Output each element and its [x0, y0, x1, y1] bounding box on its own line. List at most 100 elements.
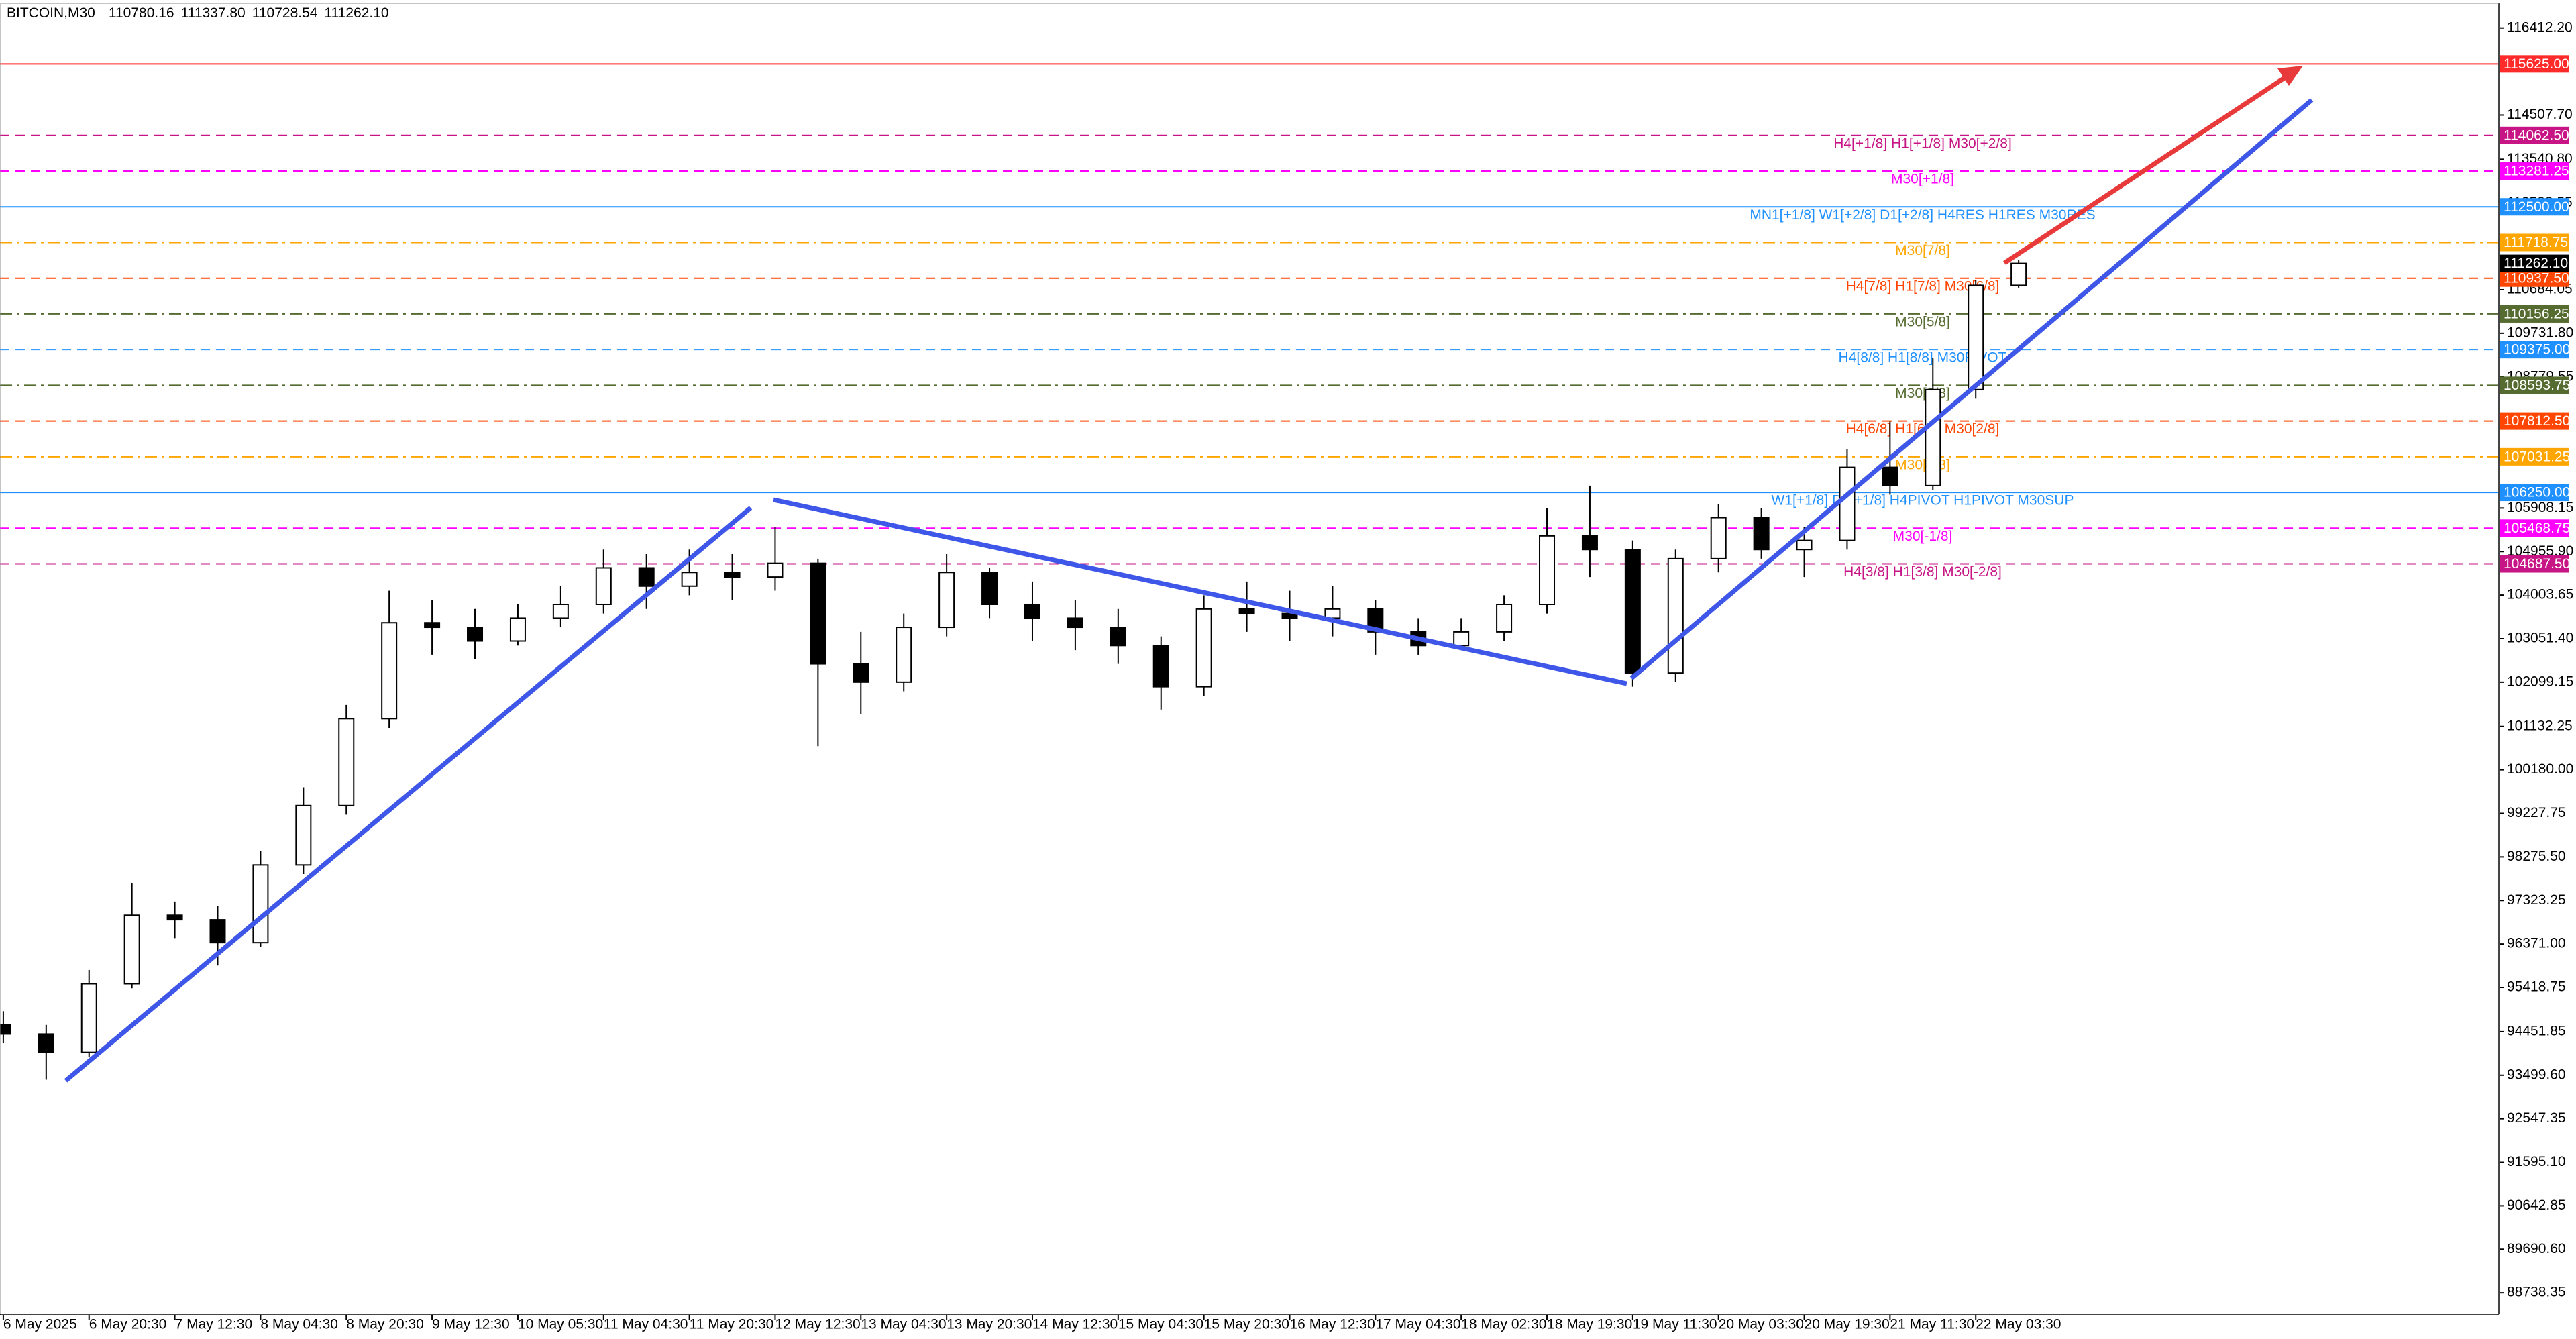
y-tick-label: 109731.80: [2507, 325, 2573, 340]
candle-body: [252, 864, 269, 944]
candle-body: [1667, 557, 1684, 674]
x-tick-label: 12 May 12:30: [775, 1317, 860, 1332]
level-label-bg: [2500, 376, 2569, 394]
y-tick-label: 103051.40: [2507, 631, 2573, 646]
y-tick-label: 116412.20: [2507, 19, 2573, 35]
level-label-bg: [2500, 126, 2569, 144]
level-label-bg: [2500, 447, 2569, 466]
candle-body: [1453, 631, 1470, 647]
header-value: 111262.10: [324, 5, 388, 21]
candle-body: [1882, 466, 1898, 486]
arrow-head: [2277, 66, 2303, 86]
candle-body: [1496, 603, 1513, 633]
x-tick-label: 16 May 12:30: [1290, 1317, 1375, 1332]
level-label: 108593.75: [2504, 378, 2570, 393]
level-note: M30[1/8]: [1895, 457, 1950, 472]
symbol: BITCOIN,M30: [7, 5, 95, 21]
trend-lines: [64, 66, 2314, 1083]
level-label: 106250.00: [2504, 485, 2570, 500]
level-label: 104687.50: [2504, 556, 2570, 572]
current-price-bg: [2500, 254, 2569, 272]
plot-border: [0, 3, 2500, 1315]
level-note: H4[+1/8] H1[+1/8] M30[+2/8]: [1833, 136, 2012, 151]
candle-body: [896, 627, 912, 683]
candle-body: [338, 718, 355, 806]
level-label-bg: [2500, 341, 2569, 359]
candle-body: [1024, 603, 1040, 619]
x-tick-label: 8 May 04:30: [260, 1317, 338, 1332]
candle-body: [0, 1024, 11, 1035]
level-label-bg: [2500, 519, 2569, 537]
current-price-label: 111262.10: [2504, 256, 2568, 271]
x-tick-label: 21 May 11:30: [1890, 1317, 1974, 1332]
level-note: M30[+1/8]: [1891, 172, 1954, 187]
candle-body: [552, 603, 569, 619]
level-label-bg: [2500, 555, 2569, 573]
x-tick-label: 20 May 03:30: [1719, 1317, 1804, 1332]
y-tick-label: 88738.35: [2507, 1285, 2566, 1300]
y-tick-label: 92547.35: [2507, 1110, 2566, 1126]
candle-body: [810, 562, 826, 665]
trend-line: [1629, 98, 2314, 680]
level-label: 110156.25: [2504, 306, 2569, 321]
level-label-bg: [2500, 55, 2569, 73]
candle-body: [638, 567, 655, 587]
candle-body: [853, 663, 869, 683]
candle-body: [681, 572, 698, 587]
header-value: 111337.80: [181, 5, 246, 21]
y-tick-label: 101132.25: [2507, 718, 2573, 733]
level-note: W1[+1/8] D1[+1/8] H4PIVOT H1PIVOT M30SUP: [1772, 493, 2074, 508]
candle-body: [38, 1033, 54, 1053]
candle-body: [1839, 466, 1856, 541]
level-label-bg: [2500, 198, 2569, 216]
candle-body: [166, 914, 183, 921]
x-tick-label: 7 May 12:30: [175, 1317, 253, 1332]
forecast-arrow: [2003, 74, 2289, 265]
level-label-bg: [2500, 269, 2569, 287]
candle-body: [1624, 549, 1641, 674]
candle-body: [123, 914, 140, 985]
trend-line: [64, 506, 753, 1083]
level-note: MN1[+1/8] W1[+2/8] D1[+2/8] H4RES H1RES …: [1750, 207, 2095, 223]
y-tick-label: 90642.85: [2507, 1197, 2566, 1213]
candle-body: [1796, 539, 1813, 551]
y-tick-label: 98275.50: [2507, 849, 2566, 864]
x-tick-label: 6 May 20:30: [89, 1317, 167, 1332]
x-tick-label: 11 May 20:30: [690, 1317, 774, 1332]
y-tick-label: 97323.25: [2507, 892, 2566, 908]
level-note: M30[3/8]: [1895, 386, 1950, 401]
level-label: 107812.50: [2504, 413, 2570, 429]
candle-body: [1195, 608, 1212, 688]
level-label: 113281.25: [2504, 164, 2569, 179]
x-tick-label: 17 May 04:30: [1375, 1317, 1460, 1332]
trend-line: [773, 497, 1627, 686]
y-tick-label: 102099.15: [2507, 674, 2573, 689]
x-tick-label: 18 May 02:30: [1461, 1317, 1546, 1332]
candle-body: [1968, 284, 1984, 390]
y-tick-label: 99227.75: [2507, 805, 2566, 820]
x-tick-label: 8 May 20:30: [346, 1317, 424, 1332]
y-tick-label: 89690.60: [2507, 1241, 2566, 1256]
y-tick-label: 104955.90: [2507, 543, 2573, 559]
candle-body: [1539, 535, 1556, 605]
x-tick-label: 10 May 05:30: [518, 1317, 603, 1332]
y-tick-label: 94451.85: [2507, 1023, 2566, 1038]
candle-body: [1067, 617, 1083, 629]
y-tick-label: 93499.60: [2507, 1067, 2566, 1082]
chart-header: BITCOIN,M30 110780.16 111337.80 110728.54 11…: [7, 5, 389, 21]
candle-body: [1238, 608, 1255, 614]
candle-body: [981, 572, 998, 605]
candle-body: [1710, 517, 1727, 559]
candle-body: [424, 622, 441, 629]
axis-layer: 116412.20114507.70113540.80112588.551106…: [2, 19, 2573, 1332]
level-note: M30[5/8]: [1895, 314, 1950, 329]
x-tick-label: 13 May 20:30: [947, 1317, 1032, 1332]
candle-body: [295, 804, 312, 866]
x-tick-label: 13 May 04:30: [861, 1317, 946, 1332]
candle-body: [938, 572, 955, 629]
x-tick-label: 22 May 03:30: [1976, 1317, 2061, 1332]
y-tick-label: 96371.00: [2507, 936, 2566, 951]
level-note: H4[8/8] H1[8/8] M30PIVOT: [1839, 350, 2007, 366]
